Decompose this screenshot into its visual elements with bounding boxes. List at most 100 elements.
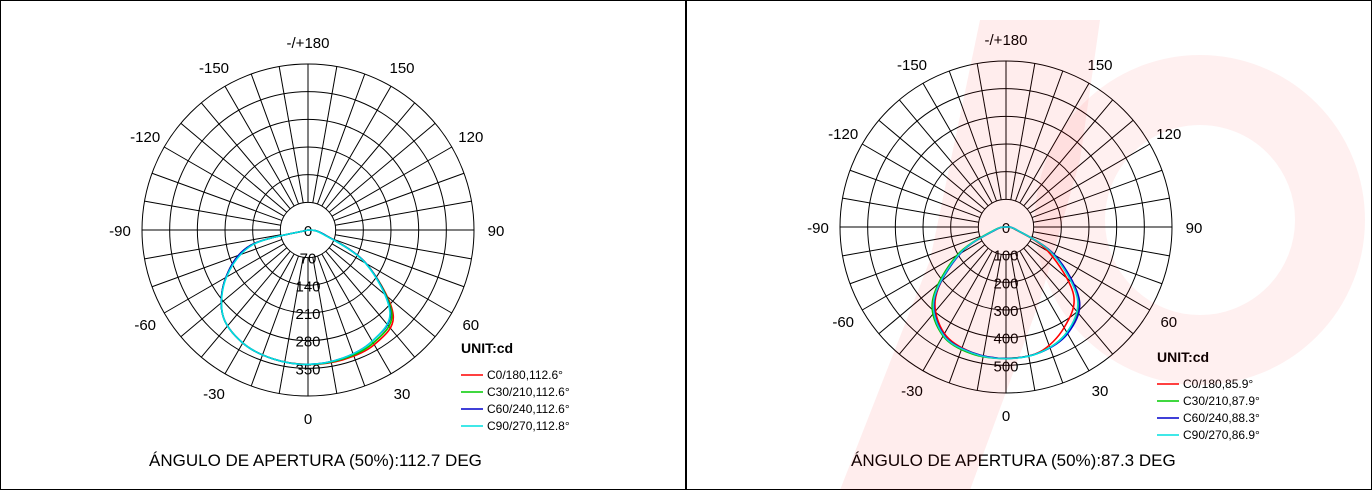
- grid-spoke: [333, 238, 465, 288]
- grid-spoke: [312, 66, 338, 203]
- grid-spoke: [333, 172, 465, 222]
- grid-spoke: [224, 253, 295, 375]
- grid-spoke: [1031, 169, 1163, 219]
- grid-spoke: [278, 66, 304, 203]
- grid-spoke: [224, 85, 295, 207]
- beam-angle-text-left: ÁNGULO DE APERTURA (50%):112.7 DEG: [149, 451, 482, 470]
- grid-spoke: [278, 257, 304, 394]
- legend-entry: C30/210,87.9°: [1183, 394, 1260, 408]
- angle-label: 90: [488, 223, 505, 240]
- radial-tick-label: 140: [295, 278, 320, 295]
- angle-label: -150: [199, 60, 229, 77]
- grid-spoke: [1014, 70, 1064, 202]
- angle-label: -150: [897, 57, 927, 74]
- intensity-curve: [932, 226, 1079, 360]
- grid-spoke: [898, 99, 989, 207]
- grid-spoke: [328, 247, 436, 338]
- grid-spoke: [1010, 63, 1036, 200]
- radial-tick-label: 200: [993, 275, 1018, 292]
- grid-spoke: [250, 255, 300, 387]
- polar-grid: [839, 60, 1173, 394]
- grid-spoke: [1029, 143, 1151, 214]
- grid-spoke: [321, 85, 392, 207]
- angle-label: 120: [458, 129, 483, 146]
- radial-tick-label: 0: [1002, 220, 1010, 237]
- legend-entry: C0/180,112.6°: [487, 368, 563, 382]
- grid-spoke: [1019, 82, 1090, 204]
- angle-label: -120: [130, 129, 160, 146]
- radial-tick-label: 70: [300, 251, 317, 268]
- angle-label: -30: [203, 386, 225, 403]
- grid-spoke: [163, 243, 285, 314]
- angle-label: 30: [394, 386, 411, 403]
- grid-spoke: [842, 231, 979, 257]
- angle-label: -60: [832, 314, 854, 331]
- angle-label: -120: [828, 126, 858, 143]
- grid-spoke: [1023, 247, 1114, 355]
- radial-tick-label: 280: [295, 334, 320, 351]
- angle-label: 0: [304, 411, 312, 428]
- legend-entry: C60/240,88.3°: [1183, 411, 1260, 425]
- grid-spoke: [331, 243, 453, 314]
- angle-label: 150: [1087, 57, 1112, 74]
- grid-spoke: [878, 244, 986, 335]
- grid-spoke: [335, 234, 472, 260]
- grid-spoke: [151, 172, 283, 222]
- grid-spoke: [325, 250, 416, 358]
- grid-spoke: [144, 200, 281, 226]
- grid-spoke: [1033, 197, 1170, 223]
- angle-label: 0: [1002, 408, 1010, 425]
- radial-tick-label: 100: [993, 248, 1018, 265]
- grid-spoke: [1014, 252, 1064, 384]
- grid-spoke: [922, 250, 993, 372]
- radial-tick-label: 210: [295, 306, 320, 323]
- grid-spoke: [144, 234, 281, 260]
- legend-entry: C90/270,112.8°: [487, 419, 570, 433]
- grid-spoke: [321, 253, 392, 375]
- legend-entry: C60/240,112.6°: [487, 402, 570, 416]
- grid-spoke: [1031, 235, 1163, 285]
- grid-spoke: [312, 257, 338, 394]
- grid-spoke: [163, 146, 285, 217]
- angle-label: 120: [1156, 126, 1181, 143]
- grid-spoke: [200, 250, 291, 358]
- grid-spoke: [861, 143, 983, 214]
- radial-tick-label: 0: [304, 223, 312, 240]
- radial-tick-label: 500: [993, 358, 1018, 375]
- polar-plot-left: -/+180 150 120 90 60 30 0 -30 -60 -90 -120 -150 0 70 1…: [109, 35, 570, 433]
- grid-spoke: [331, 146, 453, 217]
- beam-angle-text-right: ÁNGULO DE APERTURA (50%):87.3 DEG: [851, 451, 1176, 470]
- grid-spoke: [898, 247, 989, 355]
- radial-tick-label: 350: [295, 361, 320, 378]
- grid-spoke: [316, 255, 366, 387]
- grid-spoke: [151, 238, 283, 288]
- grid-spoke: [325, 102, 416, 210]
- angle-label: -90: [807, 220, 829, 237]
- grid-spoke: [1033, 231, 1170, 257]
- grid-spoke: [335, 200, 472, 226]
- angle-label: -60: [134, 317, 156, 334]
- polar-grid: [141, 63, 475, 397]
- grid-spoke: [180, 247, 288, 338]
- grid-spoke: [328, 122, 436, 213]
- grid-spoke: [1010, 254, 1036, 391]
- radial-tick-label: 400: [993, 331, 1018, 348]
- grid-spoke: [878, 119, 986, 210]
- grid-spoke: [976, 254, 1002, 391]
- radial-tick-label: 300: [993, 303, 1018, 320]
- polar-plot-right: -/+180 150 120 90 60 300 -30 -60 -90 -120 -150 0 100…: [807, 32, 1260, 442]
- grid-spoke: [1026, 244, 1134, 335]
- grid-spoke: [922, 82, 993, 204]
- grid-spoke: [976, 63, 1002, 200]
- angle-label: -30: [901, 383, 923, 400]
- grid-spoke: [1023, 99, 1114, 207]
- polar-chart-right: -/+180 150 120 90 60 30 0 -30 -60 -90 -120 -150 0 100…: [686, 0, 1372, 490]
- angle-label: 60: [1160, 314, 1177, 331]
- legend-entry: C30/210,112.6°: [487, 385, 570, 399]
- grid-spoke: [1026, 119, 1134, 210]
- grid-spoke: [948, 70, 998, 202]
- angle-label: -/+180: [985, 32, 1028, 49]
- grid-spoke: [842, 197, 979, 223]
- angle-label: 90: [1186, 220, 1203, 237]
- grid-spoke: [849, 235, 981, 285]
